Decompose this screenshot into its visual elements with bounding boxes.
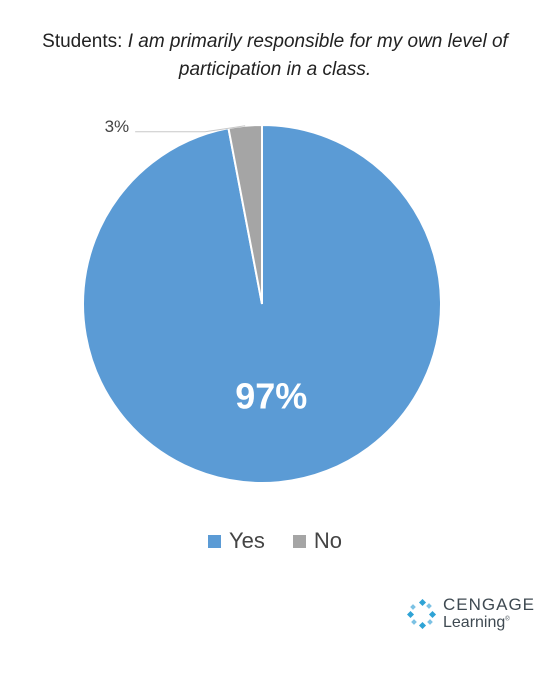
leader-line-no [135, 125, 246, 133]
chart-legend: Yes No [0, 528, 550, 554]
legend-swatch-no [292, 534, 306, 548]
title-question-line1: I am primarily responsible for my own le… [127, 31, 508, 52]
legend-item-yes: Yes [207, 528, 265, 554]
data-label-yes: 97% [235, 375, 307, 416]
logo-word-learning: Learning® [443, 614, 510, 631]
pie-slice-yes [82, 123, 442, 484]
title-question-line2: participation in a class. [178, 59, 372, 80]
legend-label-no: No [313, 528, 342, 553]
cengage-mark-icon [407, 598, 437, 629]
title-prefix: Students: [42, 31, 128, 52]
data-label-no: 3% [105, 117, 130, 136]
logo-word-cengage: CENGAGE [443, 595, 536, 614]
cengage-logo: CENGAGE Learning® [407, 596, 535, 631]
legend-label-yes: Yes [228, 528, 265, 553]
chart-title: Students: I am primarily responsible for… [0, 28, 550, 84]
legend-item-no: No [292, 528, 342, 554]
legend-swatch-yes [207, 534, 221, 548]
